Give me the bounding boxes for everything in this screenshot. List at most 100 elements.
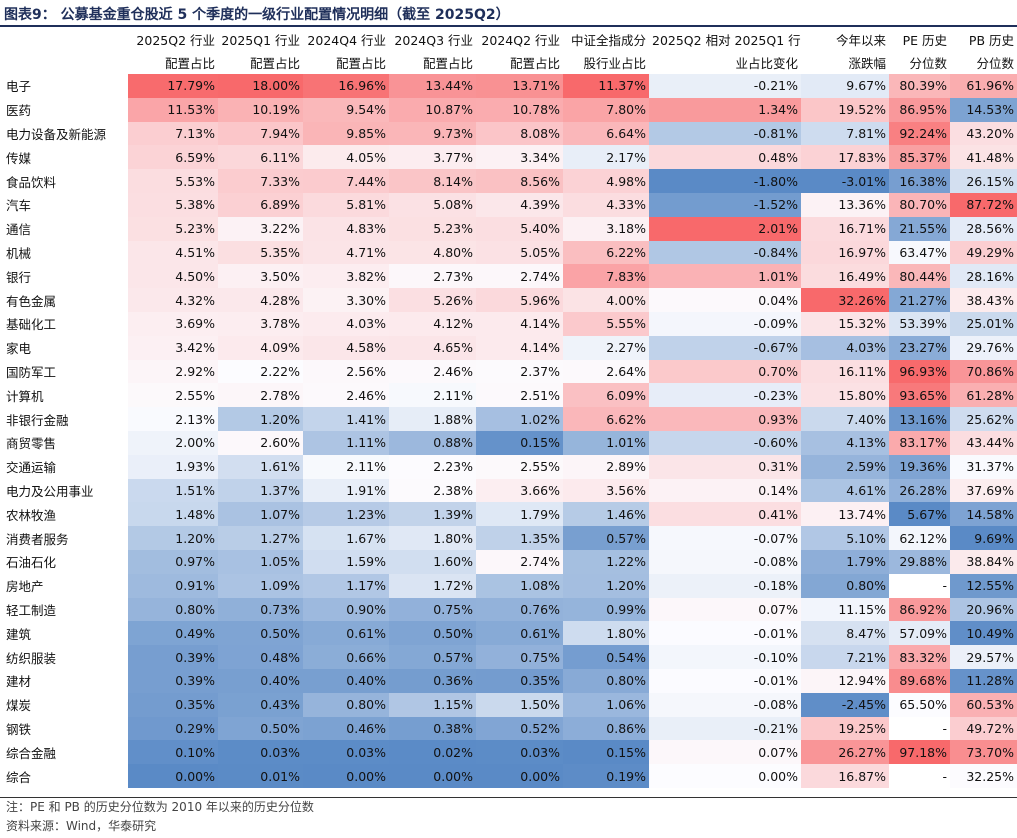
industry-name-cell: 纺织服装 <box>6 650 57 666</box>
value-cell: 83.32% <box>889 645 950 669</box>
value-cell: 1.72% <box>389 573 476 598</box>
value-cell: 0.14% <box>649 478 801 503</box>
value-cell: 1.51% <box>128 478 218 503</box>
value-cell: 0.46% <box>303 716 389 741</box>
value-cell: 0.99% <box>563 597 649 622</box>
value-cell: 0.86% <box>563 716 649 741</box>
value-cell: 1.79% <box>801 549 889 574</box>
value-cell: 12.94% <box>801 668 889 693</box>
value-cell: 2.11% <box>389 383 476 408</box>
value-cell: -3.01% <box>801 169 889 193</box>
source-text: 资料来源：Wind，华泰研究 <box>6 819 157 833</box>
value-cell: 7.33% <box>218 169 303 193</box>
value-cell: 7.21% <box>801 645 889 669</box>
table-row: 石油石化 0.97% 1.05% 1.59% 1.60% 2.74% 1.22% -0.08%… <box>0 549 1017 574</box>
industry-name-cell: 非银行金融 <box>6 412 69 428</box>
value-cell: 3.42% <box>128 335 218 360</box>
table-body: 电子 17.79% 18.00% 16.96% 13.44% 13.71% 11.37% -0… <box>0 74 1017 788</box>
value-cell: 16.96% <box>303 74 389 98</box>
value-cell: 9.73% <box>389 121 476 146</box>
value-cell: 37.69% <box>950 478 1017 503</box>
value-cell: 2.56% <box>303 359 389 384</box>
header-csi-all-share: 中证全指成分 <box>570 33 646 48</box>
value-cell: 11.28% <box>950 668 1017 693</box>
value-cell: 9.67% <box>801 74 889 98</box>
value-cell: 1.59% <box>303 549 389 574</box>
value-cell: -0.21% <box>649 74 801 98</box>
value-cell: 29.76% <box>950 335 1017 360</box>
table-row: 非银行金融 2.13% 1.20% 1.41% 1.88% 1.02% 6.62% 0.93%… <box>0 407 1017 431</box>
value-cell: 80.70% <box>889 192 950 217</box>
value-cell: 21.55% <box>889 216 950 241</box>
value-cell: 0.00% <box>476 764 563 788</box>
table-row: 食品饮料 5.53% 7.33% 7.44% 8.14% 8.56% 4.98% -1.80%… <box>0 169 1017 193</box>
value-cell: 0.48% <box>649 145 801 170</box>
value-cell: 16.87% <box>801 764 889 788</box>
value-cell: 70.86% <box>950 359 1017 384</box>
value-cell: 92.24% <box>889 121 950 146</box>
value-cell: 2.51% <box>476 383 563 408</box>
value-cell: -0.01% <box>649 621 801 646</box>
value-cell: 11.15% <box>801 597 889 622</box>
value-cell: 0.00% <box>389 764 476 788</box>
value-cell: 5.55% <box>563 311 649 336</box>
value-cell: 0.48% <box>218 645 303 669</box>
value-cell: 41.48% <box>950 145 1017 170</box>
table-row: 综合金融 0.10% 0.03% 0.03% 0.02% 0.03% 0.15% 0.07% 2… <box>0 740 1017 765</box>
value-cell: 1.50% <box>476 692 563 717</box>
value-cell: 0.07% <box>649 740 801 765</box>
value-cell: 43.20% <box>950 121 1017 146</box>
header-pb-percentile-sub: 分位数 <box>976 56 1014 71</box>
value-cell: 60.53% <box>950 692 1017 717</box>
value-cell: 4.33% <box>563 192 649 217</box>
value-cell: 4.05% <box>303 145 389 170</box>
value-cell: 1.15% <box>389 692 476 717</box>
value-cell: 4.58% <box>303 335 389 360</box>
value-cell: -0.18% <box>649 573 801 598</box>
value-cell: 0.80% <box>563 668 649 693</box>
value-cell: 0.35% <box>476 668 563 693</box>
value-cell: 5.05% <box>476 240 563 265</box>
value-cell: 0.01% <box>218 764 303 788</box>
value-cell: 1.91% <box>303 478 389 503</box>
value-cell: 5.38% <box>128 192 218 217</box>
industry-name-cell: 消费者服务 <box>6 531 69 547</box>
value-cell: -0.84% <box>649 240 801 265</box>
value-cell: 57.09% <box>889 621 950 646</box>
value-cell: 7.44% <box>303 169 389 193</box>
value-cell: 6.62% <box>563 407 649 431</box>
value-cell: 3.30% <box>303 288 389 312</box>
value-cell: 7.81% <box>801 121 889 146</box>
value-cell: 2.27% <box>563 335 649 360</box>
value-cell: 1.11% <box>303 430 389 455</box>
value-cell: 0.57% <box>389 645 476 669</box>
value-cell: 1.20% <box>218 407 303 431</box>
value-cell: -0.08% <box>649 692 801 717</box>
value-cell: 0.38% <box>389 716 476 741</box>
value-cell: 1.61% <box>218 454 303 479</box>
table-row: 计算机 2.55% 2.78% 2.46% 2.11% 2.51% 6.09% -0.23% 1… <box>0 383 1017 408</box>
value-cell: 63.47% <box>889 240 950 265</box>
value-cell: 6.22% <box>563 240 649 265</box>
industry-allocation-table: 2025Q2 行业 2025Q1 行业 2024Q4 行业 2024Q3 行业 … <box>0 28 1017 788</box>
value-cell: 0.50% <box>389 621 476 646</box>
industry-name-cell: 电力设备及新能源 <box>6 126 107 142</box>
value-cell: 10.19% <box>218 97 303 122</box>
industry-name-cell: 商贸零售 <box>6 436 57 452</box>
value-cell: 11.37% <box>563 74 649 98</box>
value-cell: 5.23% <box>389 216 476 241</box>
value-cell: 16.97% <box>801 240 889 265</box>
header-2024q3: 2024Q3 行业 <box>394 33 473 48</box>
value-cell: 0.40% <box>303 668 389 693</box>
value-cell: 3.56% <box>563 478 649 503</box>
value-cell: 96.93% <box>889 359 950 384</box>
value-cell: 1.17% <box>303 573 389 598</box>
value-cell: 2.73% <box>389 264 476 289</box>
value-cell: 16.49% <box>801 264 889 289</box>
value-cell: 3.69% <box>128 311 218 336</box>
value-cell: 43.44% <box>950 430 1017 455</box>
value-cell: 83.17% <box>889 430 950 455</box>
value-cell: 38.43% <box>950 288 1017 312</box>
value-cell: 2.38% <box>389 478 476 503</box>
value-cell: 2.74% <box>476 264 563 289</box>
